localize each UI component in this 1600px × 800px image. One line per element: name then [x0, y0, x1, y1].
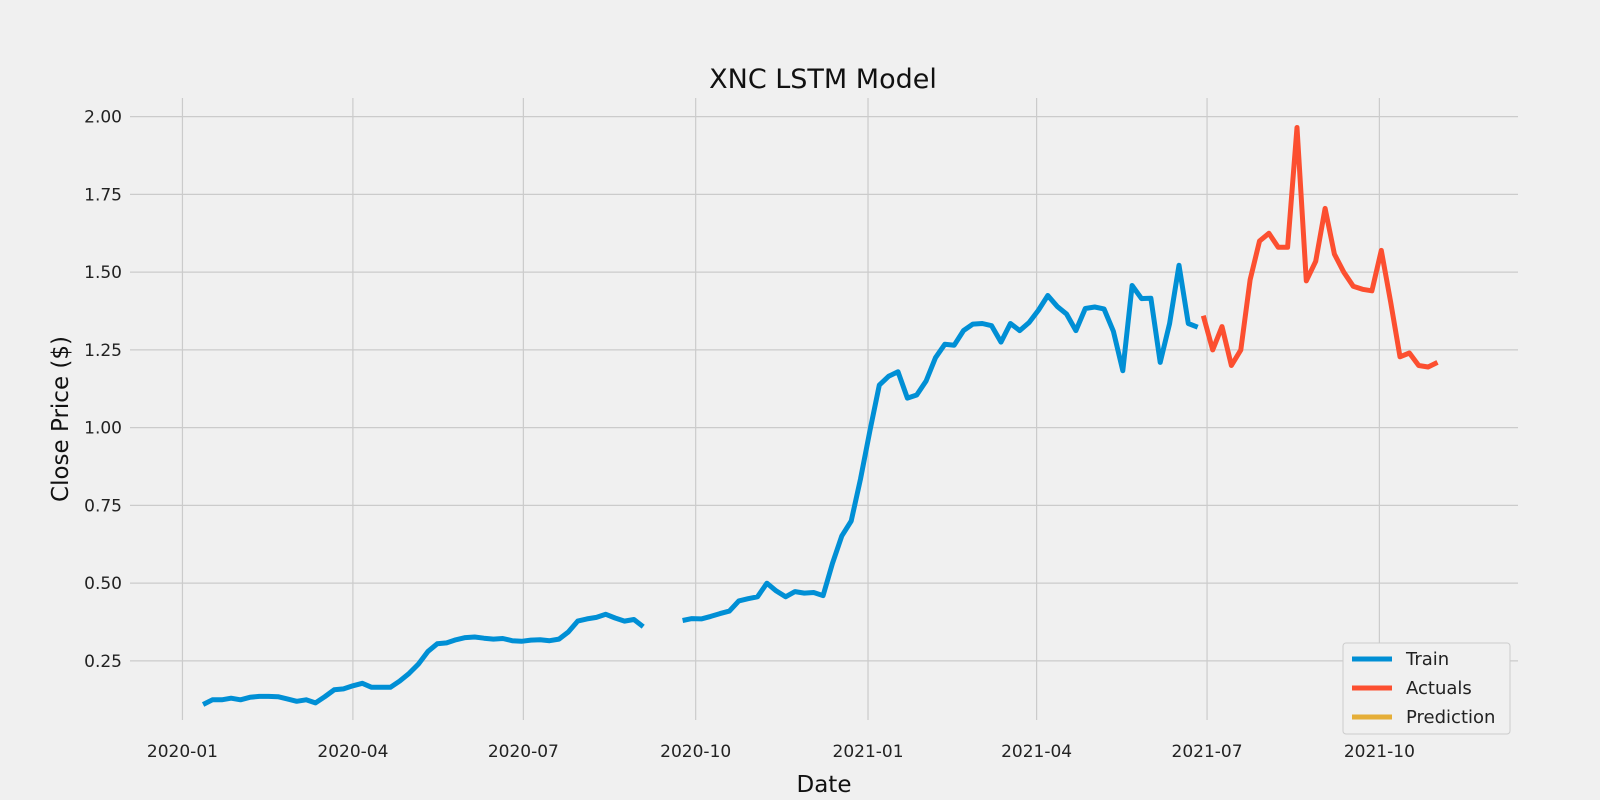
y-tick-label: 0.75 — [84, 496, 122, 516]
y-tick-label: 0.25 — [84, 652, 122, 672]
grid — [130, 98, 1518, 720]
x-tick-label: 2021-10 — [1344, 742, 1415, 762]
legend-label-train: Train — [1405, 649, 1449, 670]
series-line-train — [201, 262, 1199, 707]
legend-label-actuals: Actuals — [1406, 678, 1472, 699]
x-axis-title: Date — [797, 772, 852, 798]
x-tick-label: 2020-01 — [147, 742, 218, 762]
legend: Train Actuals Prediction — [1342, 642, 1511, 735]
y-axis-title: Close Price ($) — [48, 336, 74, 502]
legend-box — [1342, 642, 1511, 735]
y-tick-label: 2.00 — [84, 108, 122, 128]
y-tick-label: 1.00 — [84, 419, 122, 439]
y-tick-label: 1.75 — [84, 185, 122, 205]
y-tick-label: 0.50 — [84, 574, 122, 594]
legend-label-prediction: Prediction — [1406, 707, 1495, 728]
x-tick-label: 2020-10 — [660, 742, 731, 762]
x-tick-label: 2021-01 — [833, 742, 904, 762]
y-tick-label: 1.50 — [84, 263, 122, 283]
series-lines — [201, 125, 1439, 707]
x-tick-label: 2020-07 — [488, 742, 559, 762]
chart-title: XNC LSTM Model — [709, 64, 937, 95]
x-tick-label: 2020-04 — [317, 742, 388, 762]
x-tick-labels: 2020-01 2020-04 2020-07 2020-10 2021-01 2021-… — [147, 742, 1415, 762]
y-tick-label: 1.25 — [84, 341, 122, 361]
x-tick-label: 2021-07 — [1172, 742, 1243, 762]
y-tick-labels: 0.25 0.50 0.75 1.00 1.25 1.50 1.75 2.00 — [84, 108, 122, 672]
x-tick-label: 2021-04 — [1001, 742, 1072, 762]
series-line-actuals — [1200, 125, 1439, 370]
